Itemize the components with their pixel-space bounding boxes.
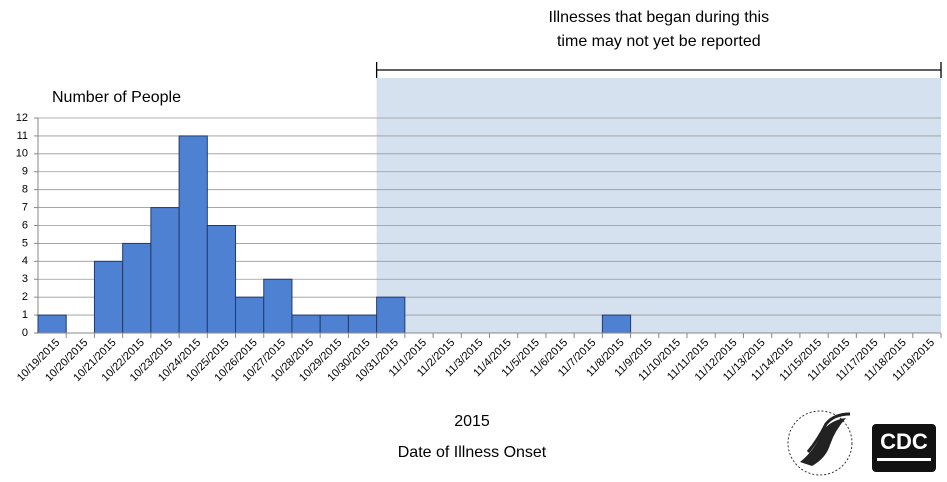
y-tick-label: 8 bbox=[22, 184, 28, 196]
y-tick-label: 9 bbox=[22, 166, 28, 178]
y-tick-label: 2 bbox=[22, 291, 28, 303]
y-tick-label: 3 bbox=[22, 273, 28, 285]
bar bbox=[37, 314, 67, 334]
bar bbox=[122, 242, 152, 334]
bar bbox=[206, 225, 237, 334]
y-tick-label: 5 bbox=[22, 237, 28, 249]
y-tick-label: 10 bbox=[16, 148, 28, 160]
bar bbox=[263, 278, 293, 334]
y-tick-label: 6 bbox=[22, 219, 28, 231]
shaded-region bbox=[376, 78, 941, 333]
bar bbox=[601, 314, 632, 334]
x-axis-label: Date of Illness Onset bbox=[398, 444, 547, 461]
y-tick-label: 12 bbox=[16, 112, 28, 124]
annotation: Illnesses that began during this bbox=[549, 9, 770, 26]
background bbox=[376, 78, 941, 333]
bar bbox=[178, 135, 208, 334]
y-axis-label: Number of People bbox=[52, 89, 181, 106]
y-tick-label: 11 bbox=[17, 130, 28, 142]
y-tick-label: 4 bbox=[22, 255, 28, 267]
x-axis-sublabel: 2015 bbox=[454, 413, 490, 430]
y-tick-label: 1 bbox=[22, 309, 28, 321]
bar bbox=[150, 207, 180, 334]
cdc-logo: CDC bbox=[872, 424, 936, 472]
y-tick-label: 0 bbox=[22, 327, 28, 339]
hhs-logo bbox=[787, 410, 853, 476]
bar bbox=[235, 296, 265, 334]
cdc-logo-text: CDC bbox=[880, 429, 928, 454]
bar bbox=[291, 314, 321, 334]
bar bbox=[376, 296, 406, 334]
annotation: time may not yet be reported bbox=[557, 33, 761, 50]
y-tick-label: 7 bbox=[22, 201, 28, 213]
bar bbox=[93, 260, 124, 334]
bar bbox=[319, 314, 349, 334]
bar bbox=[347, 314, 378, 334]
